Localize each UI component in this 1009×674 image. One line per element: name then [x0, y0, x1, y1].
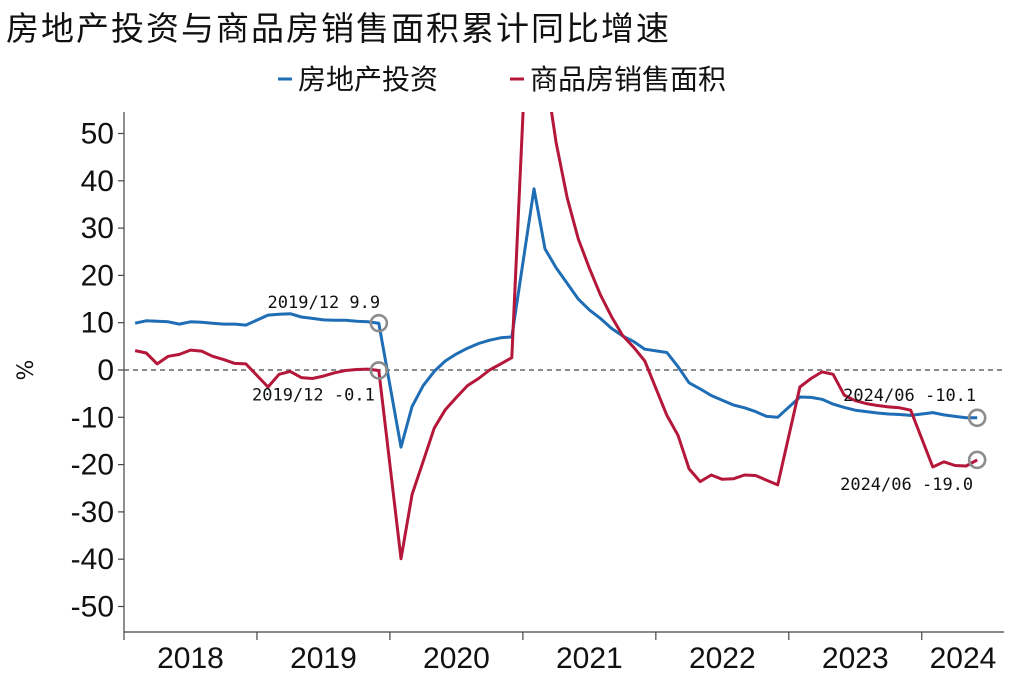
x-axis: 2018 2019 2020 2021 2022 2023 2024 [123, 631, 1004, 674]
x-tick-label: 2020 [423, 642, 490, 674]
y-tick-label: 30 [81, 212, 114, 245]
annotation-label-4: 2024/06 -19.0 [840, 475, 973, 495]
annotation-marker-3 [967, 408, 987, 428]
x-tick-label: 2022 [689, 642, 756, 674]
series-line-2 [134, 112, 978, 561]
chart-title: 房地产投资与商品房销售面积累计同比增速 [6, 9, 671, 48]
y-tick-label: -50 [71, 591, 114, 624]
x-tick-label: 2019 [290, 642, 357, 674]
legend-label-2: 商品房销售面积 [530, 63, 726, 96]
x-tick-label: 2024 [930, 642, 997, 674]
annotation-marker-4 [967, 450, 987, 470]
annotation-marker-2 [369, 361, 389, 380]
y-axis: 50 40 30 20 10 0 -10 -20 -30 -40 -50% [14, 112, 125, 632]
y-tick-label: -20 [71, 449, 114, 482]
series-line-1 [134, 187, 978, 449]
series-lines [134, 112, 978, 561]
y-tick-label: -10 [71, 401, 114, 434]
annotation-marker-1 [369, 313, 389, 333]
annotations: 2019/12 9.9 2019/12 -0.1 2024/06 -10.1 2024… [252, 293, 987, 495]
y-tick-label: 0 [97, 354, 114, 387]
y-axis-label: % [14, 360, 39, 381]
annotation-label-3: 2024/06 -10.1 [843, 386, 976, 406]
y-tick-label: 50 [81, 118, 114, 151]
annotation-label-1: 2019/12 9.9 [268, 293, 381, 313]
y-tick-label: -40 [71, 543, 114, 576]
y-tick-label: 40 [81, 165, 114, 198]
annotation-label-2: 2019/12 -0.1 [252, 385, 375, 405]
x-tick-label: 2021 [556, 642, 623, 674]
x-tick-label: 2023 [822, 642, 889, 674]
legend-label-1: 房地产投资 [298, 63, 438, 96]
y-tick-label: 10 [81, 307, 114, 340]
chart-legend: 房地产投资 商品房销售面积 [278, 63, 726, 96]
y-tick-label: 20 [81, 259, 114, 292]
y-tick-label: -30 [71, 496, 114, 529]
x-tick-label: 2018 [157, 642, 224, 674]
